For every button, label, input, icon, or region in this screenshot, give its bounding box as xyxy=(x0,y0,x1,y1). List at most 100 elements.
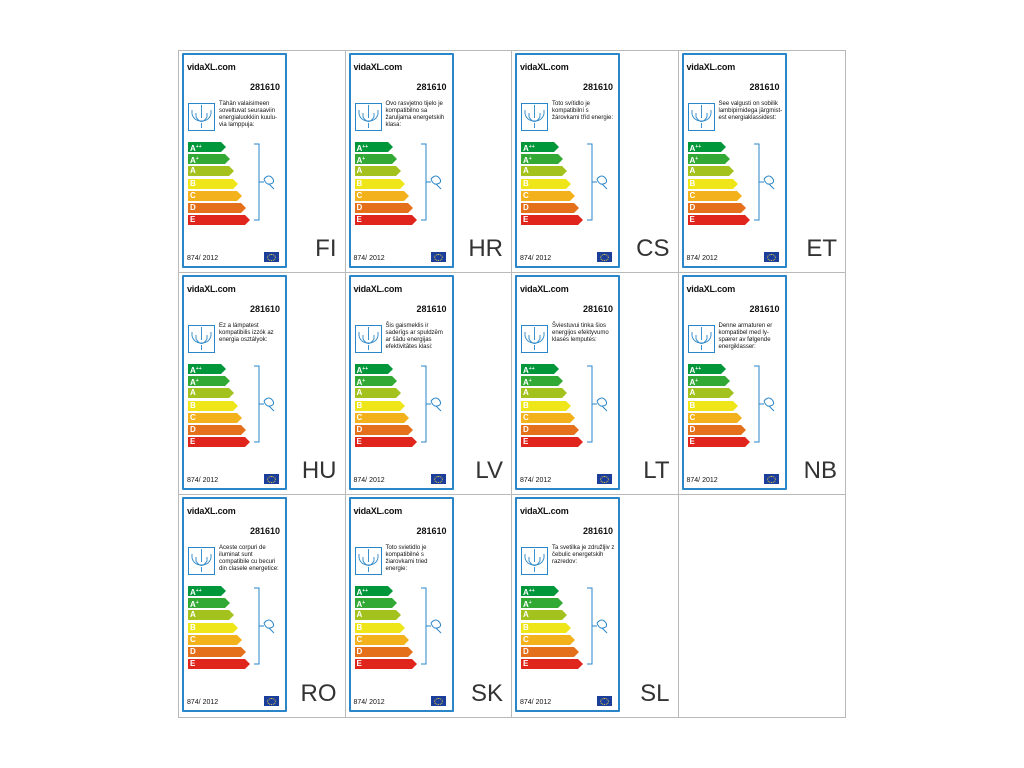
energy-class-arrow: B xyxy=(188,622,238,633)
energy-class-arrow: A++ xyxy=(521,364,559,375)
product-code: 281610 xyxy=(249,526,280,536)
range-bracket-icon xyxy=(587,587,609,665)
energy-class-arrow: E xyxy=(521,437,583,448)
language-code: SK xyxy=(470,680,503,707)
chandelier-icon xyxy=(521,103,548,131)
energy-class-arrow: A+ xyxy=(521,376,563,387)
grid-cell: vidaXL.com 281610 Šis gaismeklis ir sade… xyxy=(345,273,512,495)
regulation-number: 874/ 2012 xyxy=(686,477,718,484)
energy-class-arrow: E xyxy=(188,659,250,670)
energy-class-arrow: D xyxy=(188,424,246,435)
energy-class-scale: A++ A+ A B C D E xyxy=(521,364,583,449)
product-code: 281610 xyxy=(416,526,447,536)
energy-class-arrow: B xyxy=(354,622,405,633)
energy-class-arrow: A+ xyxy=(188,598,230,609)
energy-class-arrow: A+ xyxy=(521,154,563,165)
energy-label: vidaXL.com 281610 Ez a lámpatest kompati… xyxy=(182,275,287,490)
energy-class-arrow: A++ xyxy=(687,364,726,375)
eu-flag-icon xyxy=(763,252,779,262)
energy-class-arrow: A xyxy=(188,388,234,399)
energy-class-scale: A++ A+ A B C D E xyxy=(687,364,750,449)
energy-class-arrow: A+ xyxy=(687,154,730,165)
energy-label: vidaXL.com 281610 Aceste corpuri de ilum… xyxy=(182,497,287,712)
grid-cell: vidaXL.com 281610 Toto svítidlo je kompa… xyxy=(512,51,679,273)
energy-class-arrow: A xyxy=(687,388,734,399)
energy-class-arrow: A xyxy=(188,610,234,621)
compatibility-text: Ovo rasvjetno tijelo je kompatibilno sa … xyxy=(385,101,445,128)
energy-class-arrow: A xyxy=(354,388,401,399)
product-code: 281610 xyxy=(249,304,280,314)
regulation-number: 874/ 2012 xyxy=(353,699,385,706)
range-bracket-icon xyxy=(420,587,443,665)
eu-flag-icon xyxy=(597,696,612,706)
range-bracket-icon xyxy=(753,365,776,443)
energy-class-arrow: B xyxy=(521,178,571,189)
energy-class-arrow: D xyxy=(188,202,246,213)
energy-class-arrow: A++ xyxy=(354,586,393,597)
grid-cell: vidaXL.com 281610 Ez a lámpatest kompati… xyxy=(179,273,346,495)
language-code: ET xyxy=(806,235,837,262)
language-code: HR xyxy=(468,235,503,262)
energy-class-arrow: C xyxy=(188,412,242,423)
eu-flag-icon xyxy=(430,696,446,706)
brand-logo: vidaXL.com xyxy=(520,284,569,294)
energy-label: vidaXL.com 281610 Šis gaismeklis ir sade… xyxy=(348,275,454,490)
brand-logo: vidaXL.com xyxy=(353,506,403,516)
product-code: 281610 xyxy=(416,82,447,92)
energy-class-arrow: B xyxy=(687,400,738,411)
language-code: LT xyxy=(643,457,670,484)
energy-class-arrow: A+ xyxy=(354,598,397,609)
energy-class-arrow: A xyxy=(521,610,567,621)
energy-class-arrow: D xyxy=(687,424,746,435)
energy-class-arrow: D xyxy=(354,646,413,657)
eu-flag-icon xyxy=(763,474,779,484)
energy-class-arrow: A+ xyxy=(354,154,397,165)
compatibility-text: Toto svítidlo je kompatibilní s žárovkam… xyxy=(552,101,614,121)
language-code: HU xyxy=(301,457,337,484)
compatibility-text: Ta svetilka je združljiv z čebulic energ… xyxy=(552,545,615,565)
energy-label: vidaXL.com 281610 Toto svietidlo je komp… xyxy=(348,497,454,712)
energy-class-arrow: C xyxy=(188,190,242,201)
energy-class-arrow: A++ xyxy=(354,364,393,375)
energy-class-arrow: B xyxy=(354,178,405,189)
energy-class-arrow: A+ xyxy=(521,598,563,609)
compatibility-text: Ez a lámpatest kompatibilis izzók az ene… xyxy=(219,323,274,343)
energy-label: vidaXL.com 281610 Tähän valaisimeen sove… xyxy=(182,53,287,268)
range-bracket-icon xyxy=(587,143,609,221)
range-bracket-icon xyxy=(254,365,276,443)
energy-class-arrow: E xyxy=(687,215,750,226)
energy-class-scale: A++ A+ A B C D E xyxy=(188,142,250,227)
chandelier-icon xyxy=(687,103,715,131)
compatibility-text: Aceste corpuri de iluminat sunt compatib… xyxy=(219,545,279,572)
regulation-number: 874/ 2012 xyxy=(187,477,219,484)
energy-label: vidaXL.com 281610 See valgusti on sobili… xyxy=(681,53,787,268)
grid-cell: vidaXL.com 281610 Tähän valaisimeen sove… xyxy=(179,51,346,273)
energy-label: vidaXL.com 281610 Denne armaturen er kom… xyxy=(681,275,787,490)
brand-logo: vidaXL.com xyxy=(520,506,569,516)
eu-flag-icon xyxy=(264,252,279,262)
energy-class-arrow: B xyxy=(354,400,405,411)
range-bracket-icon xyxy=(753,143,776,221)
chandelier-icon xyxy=(354,103,382,131)
grid-cell-empty xyxy=(679,495,846,717)
language-code: NB xyxy=(803,457,837,484)
energy-class-arrow: A++ xyxy=(354,142,393,153)
language-code: SL xyxy=(640,680,670,707)
grid-cell: vidaXL.com 281610 Toto svietidlo je komp… xyxy=(346,495,512,717)
energy-class-arrow: C xyxy=(521,634,575,645)
product-code: 281610 xyxy=(582,304,613,314)
grid-cell: vidaXL.com 281610 Šviestuvui tinka šios … xyxy=(512,273,679,495)
range-bracket-icon xyxy=(420,143,443,221)
energy-class-arrow: C xyxy=(687,412,742,423)
brand-logo: vidaXL.com xyxy=(520,62,569,72)
energy-class-arrow: A xyxy=(521,166,567,177)
product-code: 281610 xyxy=(582,82,613,92)
energy-class-arrow: A+ xyxy=(188,376,230,387)
product-code: 281610 xyxy=(582,526,613,536)
energy-class-arrow: B xyxy=(188,178,238,189)
energy-class-scale: A++ A+ A B C D E xyxy=(354,586,417,671)
compatibility-text: Denne armaturen er kompatibel med ly-spæ… xyxy=(718,323,773,350)
chandelier-icon xyxy=(188,325,215,353)
compatibility-text: Šis gaismeklis ir saderīgs ar spuldzēm a… xyxy=(385,323,443,350)
energy-class-arrow: C xyxy=(354,634,409,645)
